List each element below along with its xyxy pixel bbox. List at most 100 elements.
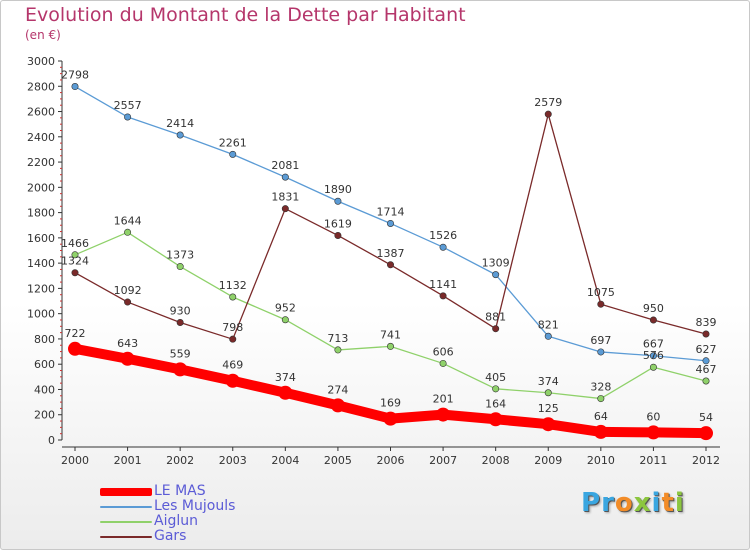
x-tick-label: 2004 — [271, 454, 299, 467]
data-point — [176, 131, 184, 139]
y-tick-label: 1000 — [27, 308, 55, 321]
data-label: 54 — [699, 411, 713, 424]
data-point — [334, 197, 342, 205]
logo-letter: o — [614, 488, 634, 518]
data-label: 950 — [643, 302, 664, 315]
chart-title: Evolution du Montant de la Dette par Hab… — [25, 4, 466, 26]
data-label: 125 — [538, 402, 559, 415]
data-label: 576 — [643, 349, 664, 362]
y-tick-label: 1200 — [27, 282, 55, 295]
data-label: 1831 — [271, 191, 299, 204]
data-label: 274 — [327, 383, 348, 396]
data-label: 881 — [485, 311, 506, 324]
data-point — [386, 342, 394, 350]
x-tick-label: 2008 — [482, 454, 510, 467]
data-label: 60 — [646, 410, 660, 423]
data-point — [71, 251, 79, 259]
y-tick-label: 3000 — [27, 55, 55, 68]
y-tick-label: 2000 — [27, 181, 55, 194]
legend-label: Les Mujouls — [154, 498, 236, 514]
x-tick-label: 2001 — [114, 454, 142, 467]
legend-swatch — [100, 535, 152, 538]
data-point — [124, 113, 132, 121]
legend-swatch — [100, 505, 152, 508]
data-point — [488, 412, 503, 427]
data-point — [68, 341, 82, 356]
data-point — [176, 319, 184, 327]
x-tick-label: 2010 — [587, 454, 615, 467]
data-label: 201 — [433, 393, 454, 406]
legend-label: Gars — [154, 528, 187, 544]
data-point — [124, 228, 132, 236]
data-label: 328 — [590, 381, 611, 394]
logo-letter: x — [633, 488, 652, 518]
data-label: 713 — [327, 332, 348, 345]
logo-letter: t — [661, 488, 675, 518]
data-label: 559 — [170, 347, 191, 360]
y-tick-label: 2600 — [27, 106, 55, 119]
y-tick-label: 400 — [34, 383, 55, 396]
data-point — [281, 173, 289, 181]
data-point — [124, 298, 132, 306]
data-point — [386, 219, 394, 227]
data-point — [649, 316, 657, 324]
data-label: 1309 — [482, 257, 510, 270]
data-label: 606 — [433, 345, 454, 358]
logo-letter: P — [581, 488, 602, 518]
data-point — [334, 231, 342, 239]
data-label: 821 — [538, 318, 559, 331]
data-label: 64 — [594, 410, 608, 423]
data-point — [649, 352, 657, 360]
x-tick-label: 2009 — [534, 454, 562, 467]
data-label: 1644 — [114, 214, 142, 227]
data-point — [439, 292, 447, 300]
data-point — [593, 424, 608, 439]
data-point — [492, 385, 500, 393]
data-label: 1890 — [324, 183, 352, 196]
data-point — [699, 426, 713, 441]
data-point — [330, 398, 345, 413]
data-label: 2261 — [219, 136, 247, 149]
x-tick-label: 2011 — [639, 454, 667, 467]
y-tick-label: 800 — [34, 333, 55, 346]
data-label: 798 — [222, 321, 243, 334]
data-point — [278, 385, 293, 400]
data-point — [229, 335, 237, 343]
data-point — [173, 362, 188, 377]
data-label: 1075 — [587, 286, 615, 299]
data-point — [541, 417, 556, 432]
data-point — [334, 346, 342, 354]
proxiti-logo: Proxiti — [581, 488, 685, 518]
data-point — [439, 359, 447, 367]
data-point — [597, 395, 605, 403]
data-label: 643 — [117, 337, 138, 350]
data-label: 930 — [170, 305, 191, 318]
data-point — [646, 425, 661, 440]
legend-label: LE MAS — [154, 483, 206, 499]
data-label: 1526 — [429, 229, 457, 242]
y-tick-label: 2200 — [27, 156, 55, 169]
legend-swatch — [100, 520, 152, 523]
data-point — [281, 205, 289, 213]
chart-subtitle: (en €) — [25, 28, 61, 42]
data-label: 469 — [222, 359, 243, 372]
x-tick-label: 2007 — [429, 454, 457, 467]
legend-swatch — [100, 487, 152, 496]
legend-item: LE MAS — [100, 484, 235, 499]
data-label: 1324 — [61, 255, 89, 268]
data-label: 1619 — [324, 217, 352, 230]
data-label: 2557 — [114, 99, 142, 112]
x-tick-label: 2000 — [61, 454, 89, 467]
logo-letter: r — [601, 488, 615, 518]
data-label: 467 — [696, 363, 717, 376]
data-point — [544, 332, 552, 340]
data-label: 667 — [643, 338, 664, 351]
data-point — [71, 83, 79, 91]
data-label: 2414 — [166, 117, 194, 130]
data-label: 952 — [275, 302, 296, 315]
data-label: 1387 — [377, 247, 405, 260]
data-label: 2579 — [534, 96, 562, 109]
y-tick-label: 1600 — [27, 232, 55, 245]
